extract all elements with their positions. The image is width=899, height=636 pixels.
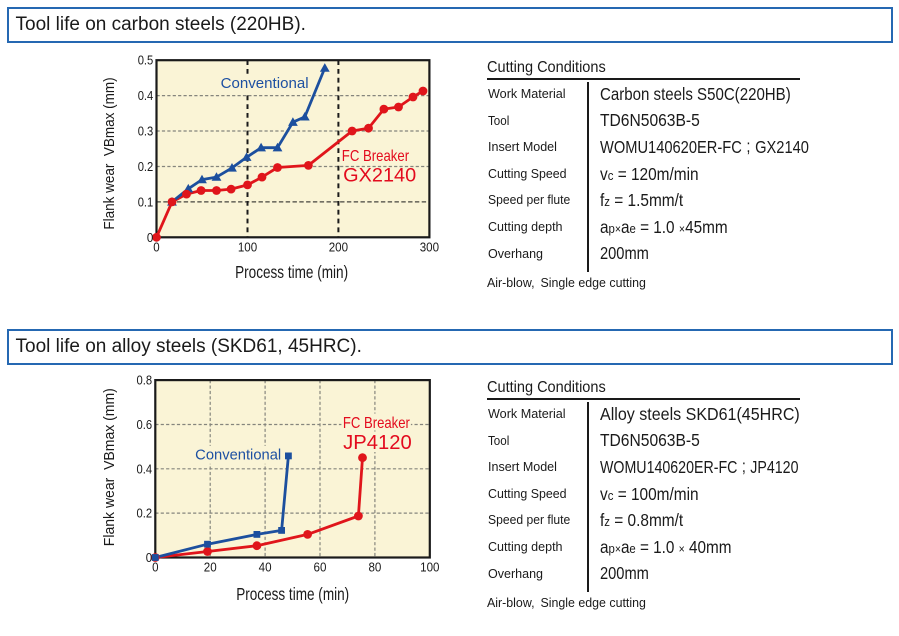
- svg-text:0.2: 0.2: [137, 506, 153, 521]
- svg-text:0: 0: [152, 560, 158, 575]
- svg-text:0: 0: [147, 230, 153, 245]
- svg-text:Conventional: Conventional: [221, 76, 309, 92]
- svg-text:80: 80: [368, 560, 381, 575]
- svg-text:0.8: 0.8: [137, 373, 153, 388]
- svg-text:FC Breaker: FC Breaker: [342, 148, 410, 165]
- svg-text:40: 40: [259, 560, 272, 575]
- svg-text:Flank wear VBmax (mm): Flank wear VBmax (mm): [102, 388, 118, 546]
- svg-text:0.2: 0.2: [138, 159, 154, 174]
- svg-text:100: 100: [238, 239, 257, 254]
- svg-text:FC Breaker: FC Breaker: [343, 415, 411, 432]
- svg-text:0.3: 0.3: [138, 124, 154, 139]
- svg-text:0.4: 0.4: [137, 461, 153, 476]
- svg-text:Process time (min): Process time (min): [236, 584, 349, 604]
- svg-text:0.4: 0.4: [138, 88, 154, 103]
- svg-text:0.6: 0.6: [137, 417, 153, 432]
- svg-text:60: 60: [314, 560, 327, 575]
- svg-text:Flank wear VBmax (mm): Flank wear VBmax (mm): [102, 77, 118, 229]
- svg-text:JP4120: JP4120: [343, 432, 412, 454]
- svg-text:Conventional: Conventional: [195, 447, 281, 463]
- svg-text:100: 100: [420, 560, 439, 575]
- svg-text:0.1: 0.1: [138, 194, 154, 209]
- svg-text:200: 200: [329, 239, 348, 254]
- svg-text:GX2140: GX2140: [343, 165, 416, 187]
- svg-text:0: 0: [153, 239, 159, 254]
- svg-text:300: 300: [420, 239, 439, 254]
- svg-text:Process time (min): Process time (min): [235, 262, 348, 282]
- svg-text:20: 20: [204, 560, 217, 575]
- svg-text:0: 0: [146, 550, 152, 565]
- svg-text:0.5: 0.5: [138, 53, 154, 68]
